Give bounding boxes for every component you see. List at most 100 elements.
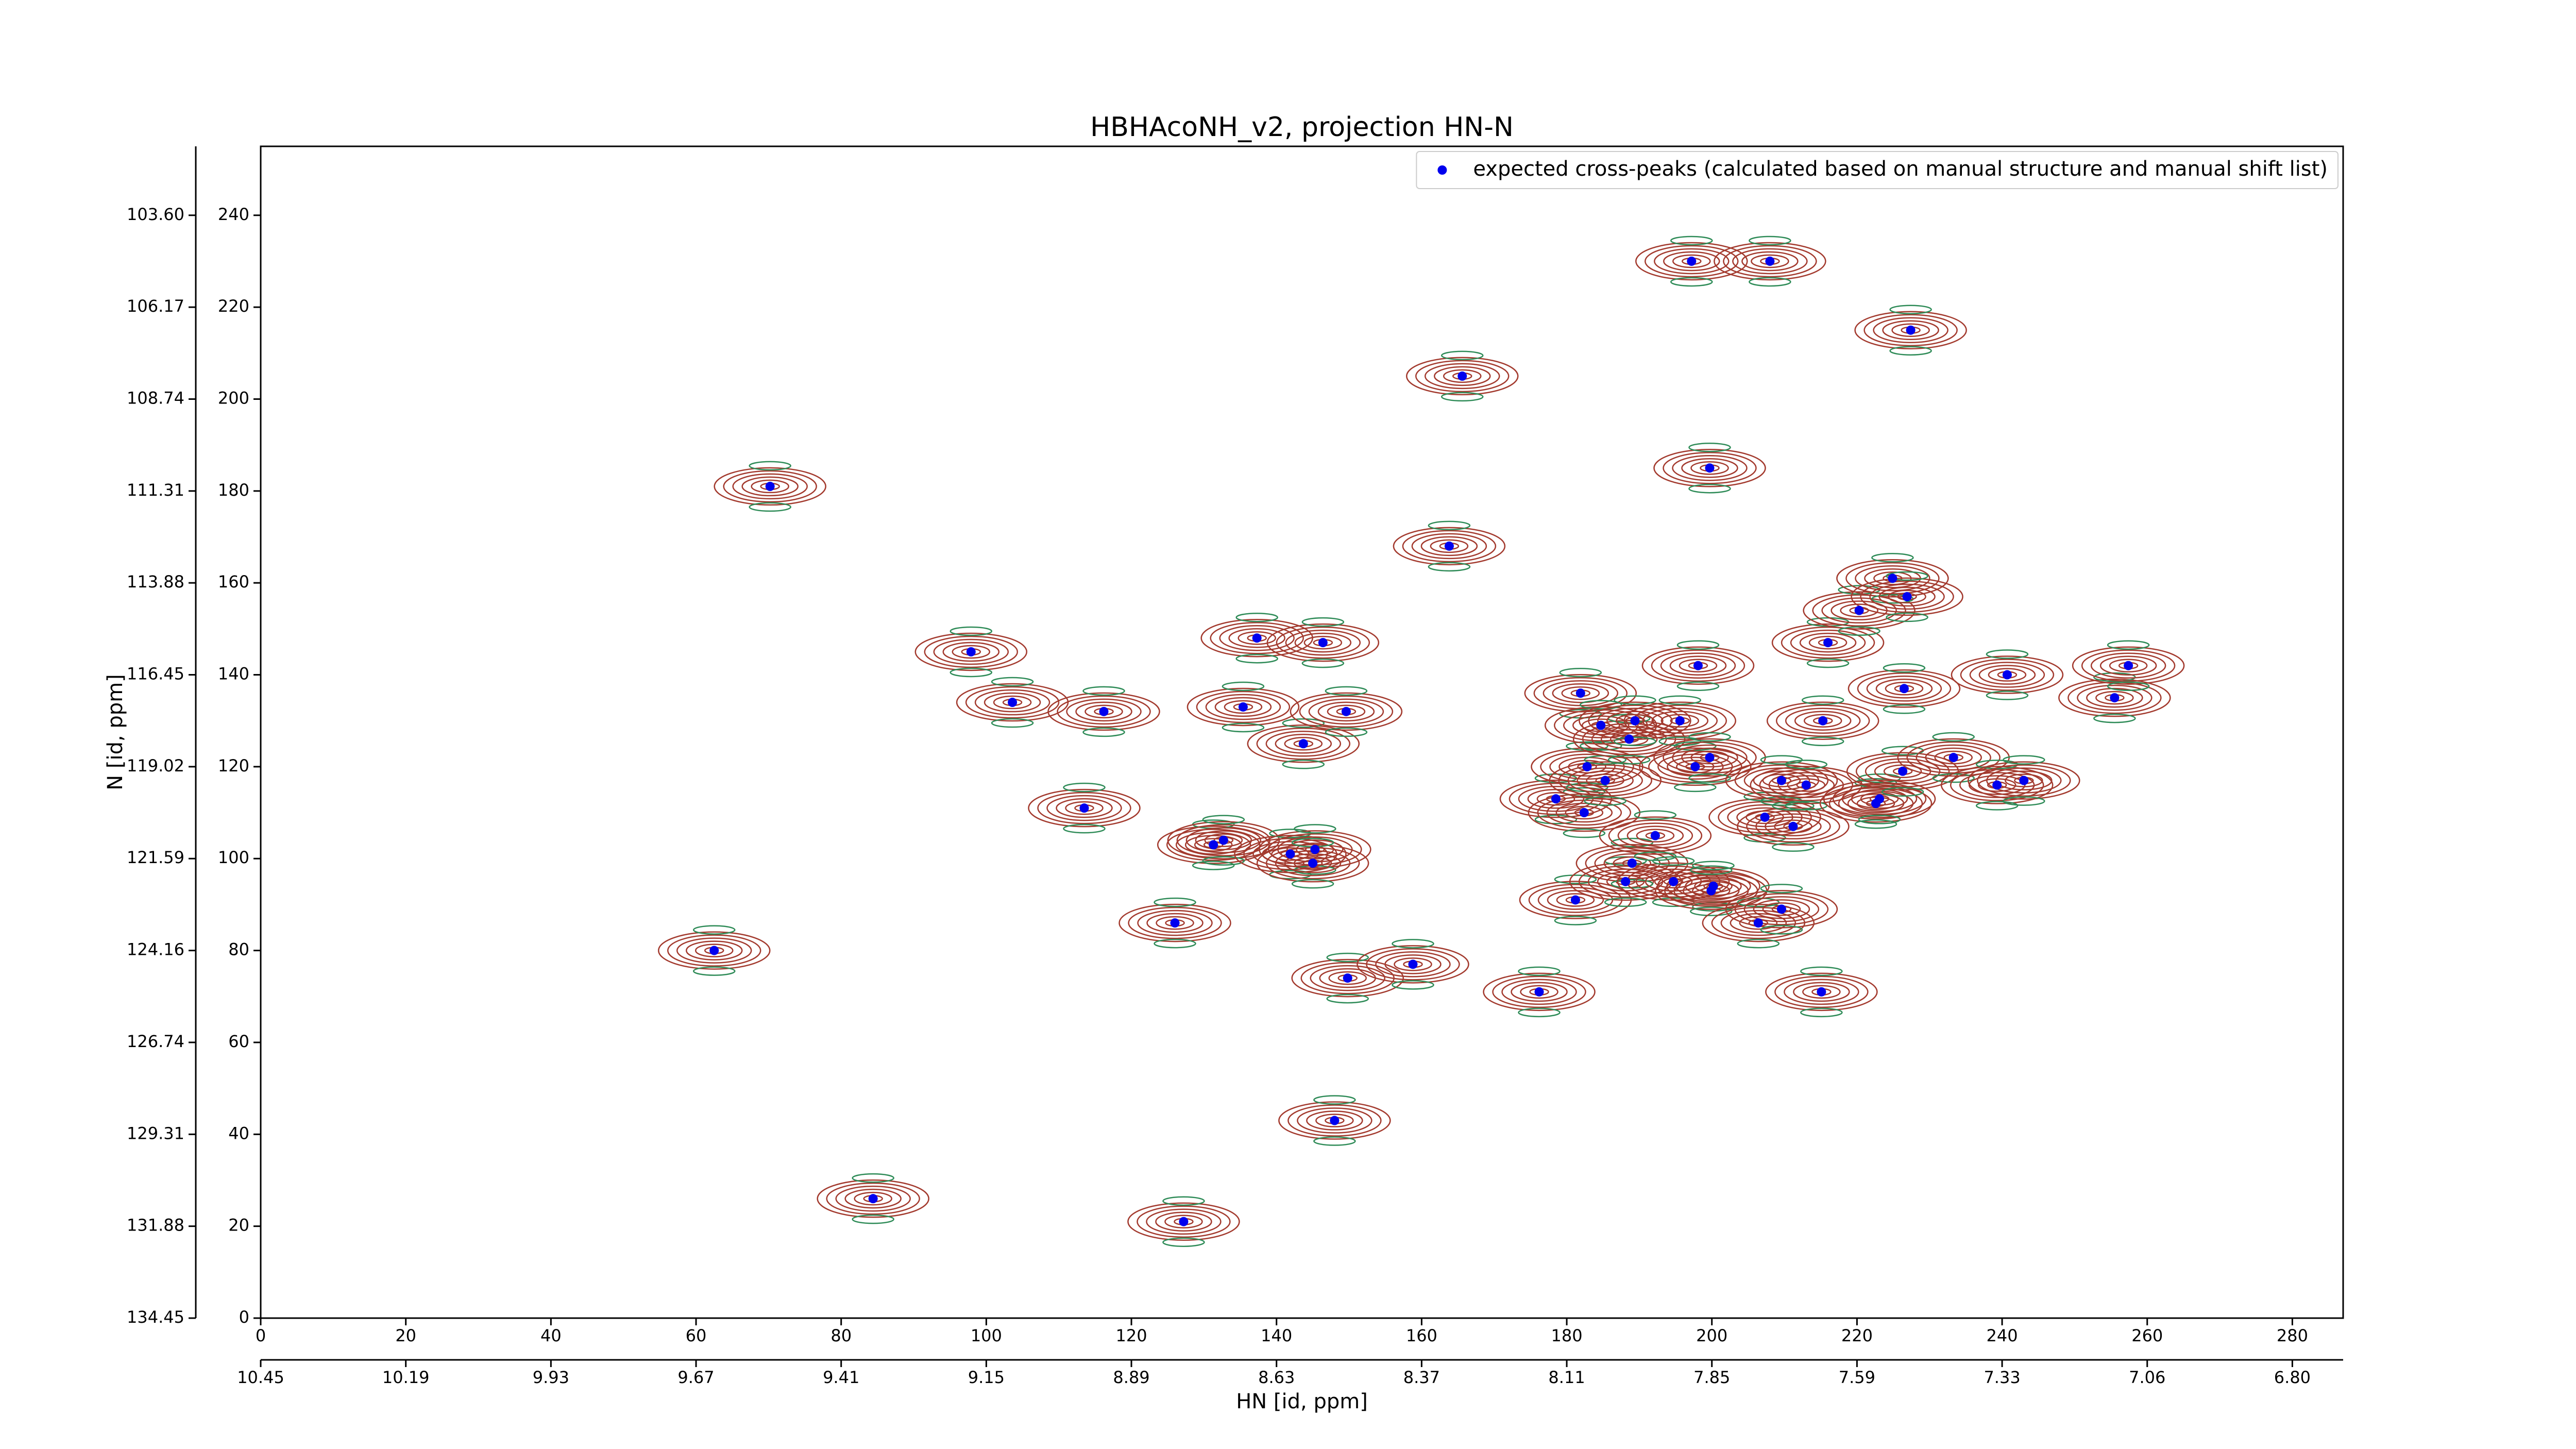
peak-contour (692, 966, 736, 976)
peak-contour (1734, 893, 1829, 925)
peak-marker (1298, 739, 1308, 749)
peak-contour (1402, 530, 1497, 563)
peak-marker (709, 946, 719, 955)
peak-contour (1520, 985, 1558, 999)
peak-contour (1205, 694, 1281, 720)
peak-contour (1800, 1007, 1843, 1018)
legend: expected cross-peaks (calculated based o… (1416, 151, 2338, 189)
peak-contour (1037, 791, 1131, 824)
peak-contour (852, 1214, 894, 1224)
peak-contour (1766, 701, 1879, 740)
peak-contour (1317, 701, 1375, 722)
peak-contour (1301, 658, 1345, 668)
peak-contour (1552, 683, 1609, 703)
x-tick-label: 180 (1551, 1326, 1583, 1345)
y-tick-label: 100 (218, 848, 249, 867)
peak-contour (1645, 245, 1739, 278)
peak-contour (2099, 655, 2157, 676)
peak-contour (1046, 795, 1122, 821)
x2-tick-label: 7.06 (2129, 1368, 2165, 1387)
x2-tick-label: 9.41 (823, 1368, 859, 1387)
peak-marker (1776, 776, 1786, 785)
y-tick-label: 160 (218, 572, 249, 592)
peak-contour (1518, 1007, 1561, 1018)
peak-contour (1674, 782, 1717, 793)
peak-contour (1743, 896, 1820, 922)
y-tick-label: 240 (218, 205, 249, 224)
peak-contour (1634, 810, 1677, 820)
x2-tick-label: 9.15 (968, 1368, 1005, 1387)
peak-contour (1501, 979, 1577, 1005)
peak-contour (1082, 727, 1125, 737)
peak-contour (1672, 744, 1748, 771)
peak-contour (1988, 668, 2027, 682)
peak-contour (1841, 786, 1918, 812)
peak-contour (1056, 798, 1113, 818)
peak-contour (2086, 687, 2143, 708)
peak-contour (1214, 697, 1272, 717)
peak-contour (1284, 737, 1323, 751)
y-tick-label: 80 (228, 940, 249, 959)
y-tick-label: 60 (228, 1032, 249, 1051)
peak-marker (1888, 574, 1897, 583)
peak-contour (1725, 890, 1838, 929)
peak-contour (1328, 971, 1367, 985)
peak-contour (1607, 755, 1651, 765)
peak-contour (1375, 951, 1451, 978)
peak-contour (1690, 750, 1729, 765)
peak-contour (1577, 770, 1634, 790)
peak-marker (1948, 753, 1958, 763)
y-tick-label: 40 (228, 1123, 249, 1143)
x2-tick-label: 8.89 (1113, 1368, 1149, 1387)
y2-tick-label: 111.31 (127, 480, 184, 500)
y2-tick-label: 131.88 (127, 1216, 184, 1235)
peak-marker (765, 481, 775, 491)
peak-contour (1265, 731, 1342, 757)
peak-contour (1327, 704, 1366, 719)
peak-contour (991, 677, 1034, 687)
peak-contour (1746, 810, 1840, 843)
peak-contour (1275, 734, 1332, 754)
peak-contour (2003, 755, 2045, 765)
peak-contour (1760, 755, 1803, 765)
peak-contour (1777, 775, 1835, 795)
y-tick-label: 140 (218, 664, 249, 684)
peak-contour (1851, 577, 1963, 616)
peak-contour (1303, 635, 1343, 650)
peak-contour (1440, 350, 1484, 361)
peak-marker (1408, 959, 1418, 969)
peak-marker (1008, 698, 1018, 707)
peak-contour (1762, 902, 1801, 916)
x2-tick-label: 7.59 (1839, 1368, 1875, 1387)
peak-marker (1690, 762, 1700, 771)
peak-marker (1823, 638, 1833, 648)
peak-marker (1899, 684, 1909, 694)
peak-contour (1222, 681, 1265, 692)
peak-contour (854, 1191, 892, 1206)
peak-contour (1653, 448, 1766, 487)
peak-contour (1146, 913, 1204, 933)
peak-contour (950, 667, 993, 678)
x2-tick-label: 9.67 (677, 1368, 714, 1387)
peak-contour (2107, 681, 2150, 691)
peak-contour (993, 695, 1032, 710)
peak-contour (1559, 667, 1602, 678)
peak-contour (1492, 975, 1586, 1008)
x-tick-label: 280 (2277, 1326, 2308, 1345)
peak-contour (1725, 761, 1838, 800)
peak-marker (1170, 918, 1180, 928)
peak-marker (1650, 831, 1660, 840)
peak-marker (868, 1194, 878, 1204)
peak-contour (1430, 539, 1469, 553)
peak-contour (1781, 626, 1875, 659)
y2-tick-label: 108.74 (127, 388, 184, 408)
x-tick-label: 220 (1841, 1326, 1873, 1345)
peak-contour (1290, 692, 1403, 731)
peak-contour (965, 686, 1060, 719)
peak-contour (1405, 357, 1519, 396)
peak-contour (685, 940, 743, 961)
peak-contour (1286, 839, 1344, 860)
peak-contour (1567, 767, 1643, 794)
peak-contour (1187, 687, 1300, 727)
peak-contour (2095, 690, 2134, 705)
